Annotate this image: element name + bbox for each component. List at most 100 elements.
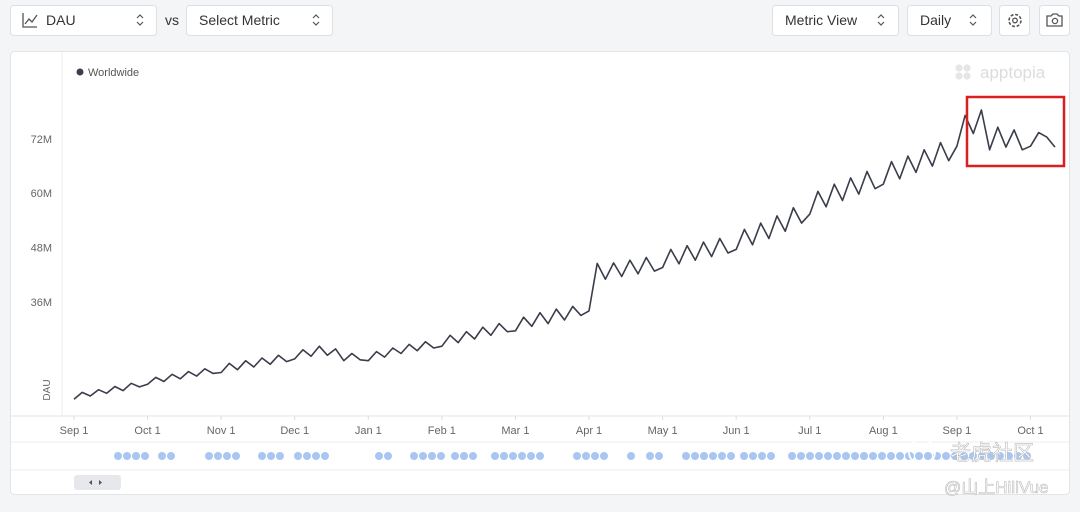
event-dot [214, 452, 222, 460]
y-axis-label: DAU [42, 379, 53, 400]
event-dot [727, 452, 735, 460]
event-dot [527, 452, 535, 460]
interval-label: Daily [920, 12, 951, 28]
view-select[interactable] [772, 5, 899, 36]
event-dot [321, 452, 329, 460]
event-dot [887, 452, 895, 460]
event-dot [437, 452, 445, 460]
event-dot [806, 452, 814, 460]
event-dot [267, 452, 275, 460]
camera-icon [1046, 13, 1063, 27]
event-dot [788, 452, 796, 460]
event-dot [1023, 452, 1031, 460]
event-dot [797, 452, 805, 460]
event-dot [682, 452, 690, 460]
event-dot [915, 452, 923, 460]
select-arrow [969, 14, 977, 26]
event-dot [1014, 452, 1022, 460]
camera-icon [1051, 17, 1059, 25]
x-tick-label: Sep 1 [60, 425, 89, 437]
event-dot [582, 452, 590, 460]
event-dot [978, 452, 986, 460]
event-dot [384, 452, 392, 460]
event-dot [749, 452, 757, 460]
brand-logo: apptopia [955, 63, 1046, 82]
compare-label: Select Metric [199, 12, 280, 28]
event-dot [767, 452, 775, 460]
watermark-icon [908, 438, 936, 466]
x-tick-label: Oct 1 [1017, 425, 1043, 437]
x-tick-label: Sep 1 [943, 425, 972, 437]
event-dot [123, 452, 131, 460]
event-dot [536, 452, 544, 460]
event-dot [942, 452, 950, 460]
event-dot [294, 452, 302, 460]
event-dot [758, 452, 766, 460]
event-dot [410, 452, 418, 460]
event-dot [646, 452, 654, 460]
x-tick-label: Mar 1 [501, 425, 529, 437]
settings-button[interactable] [999, 5, 1030, 36]
event-dot [969, 452, 977, 460]
event-dot [375, 452, 383, 460]
watermark: 老虎社区 @山上HillVue [908, 438, 1049, 497]
x-tick-label: Jul 1 [798, 425, 821, 437]
event-dot [718, 452, 726, 460]
scrollbar-thumb[interactable] [74, 475, 121, 490]
event-dot [1005, 452, 1013, 460]
event-dot [951, 452, 959, 460]
y-tick-label: 72M [31, 134, 52, 146]
event-dot [987, 452, 995, 460]
select-arrow [877, 14, 885, 26]
toolbar: DAU vs Select Metric Metric View Daily [10, 5, 1070, 36]
event-dot [851, 452, 859, 460]
screenshot-button[interactable] [1039, 5, 1070, 36]
event-dot [896, 452, 904, 460]
event-dot [655, 452, 663, 460]
event-dot [167, 452, 175, 460]
event-dot [223, 452, 231, 460]
highlight-box [965, 95, 1066, 168]
event-dot [691, 452, 699, 460]
compare-select[interactable] [186, 5, 333, 36]
metric-label: DAU [46, 12, 76, 28]
view-label: Metric View [785, 12, 858, 28]
interval-select[interactable] [907, 5, 992, 36]
event-dot [205, 452, 213, 460]
event-dot [500, 452, 508, 460]
event-dot [878, 452, 886, 460]
x-tick-label: Nov 1 [207, 425, 236, 437]
event-dot [141, 452, 149, 460]
event-dot [740, 452, 748, 460]
event-dot [451, 452, 459, 460]
line-series [73, 109, 1056, 400]
scroll-arrows [89, 480, 102, 485]
event-dot [276, 452, 284, 460]
select-arrow [312, 14, 320, 26]
watermark-text: @山上HillVue [944, 478, 1048, 497]
y-tick-label: 60M [31, 188, 52, 200]
logo-dot [963, 64, 971, 72]
event-dot [627, 452, 635, 460]
event-dot [860, 452, 868, 460]
x-tick-label: Jun 1 [723, 425, 750, 437]
event-dot [591, 452, 599, 460]
event-dot [700, 452, 708, 460]
event-dot [258, 452, 266, 460]
legend-marker [76, 68, 84, 76]
event-dot [869, 452, 877, 460]
event-dot [833, 452, 841, 460]
event-dot [960, 452, 968, 460]
event-dot [428, 452, 436, 460]
event-dot [491, 452, 499, 460]
event-dot [824, 452, 832, 460]
event-dot [303, 452, 311, 460]
chart-icon [22, 13, 38, 28]
gear-icon [1008, 13, 1022, 28]
x-tick-label: May 1 [648, 425, 678, 437]
watermark-text: 老虎社区 [950, 442, 1034, 465]
metric-select[interactable] [10, 5, 157, 36]
event-dot [600, 452, 608, 460]
event-dot [132, 452, 140, 460]
